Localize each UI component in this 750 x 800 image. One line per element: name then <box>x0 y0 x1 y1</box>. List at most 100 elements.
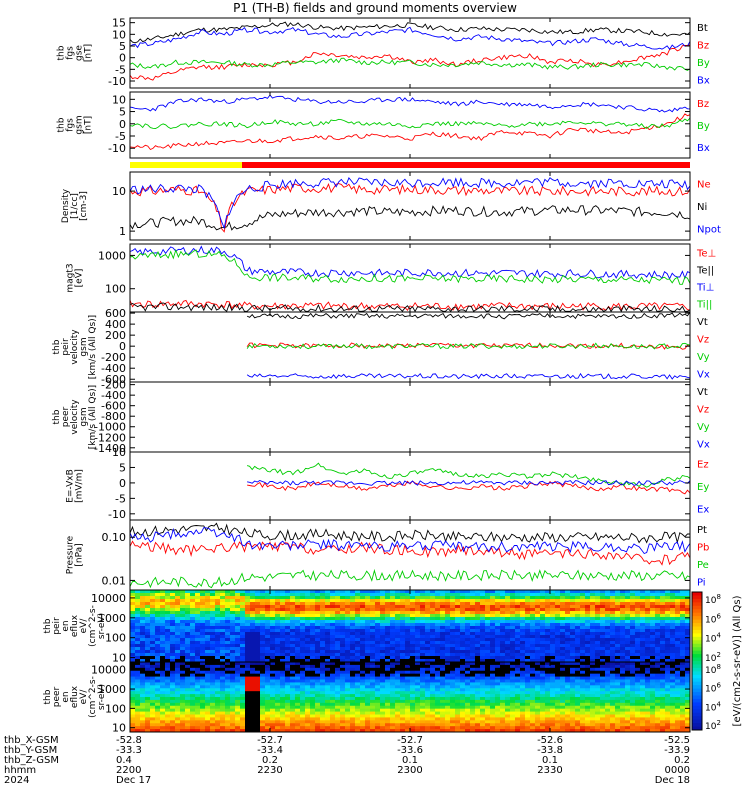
spectrogram-cell <box>660 653 666 657</box>
spectrogram-cell <box>450 599 456 603</box>
spectrogram-cell <box>590 611 596 615</box>
spectrogram-cell <box>470 676 476 680</box>
spectrogram-cell <box>455 711 461 715</box>
spectrogram-cell <box>650 605 656 609</box>
spectrogram-cell <box>160 638 166 642</box>
spectrogram-cell <box>595 638 601 642</box>
spectrogram-cell <box>300 711 306 715</box>
spectrogram-cell <box>465 673 471 677</box>
spectrogram-cell <box>390 682 396 686</box>
spectrogram-cell <box>515 667 521 672</box>
spectrogram-cell <box>410 697 416 701</box>
spectrogram-cell <box>305 647 311 651</box>
spectrogram-cell <box>605 605 611 609</box>
spectrogram-cell <box>585 650 591 654</box>
spectrogram-cell <box>440 694 446 698</box>
spectrogram-cell <box>395 593 401 597</box>
spectrogram-cell <box>380 688 386 692</box>
ylabel-line: thb <box>43 618 53 633</box>
spectrogram-cell <box>360 641 366 645</box>
spectrogram-cell <box>400 676 406 680</box>
spectrogram-cell <box>350 644 356 648</box>
spectrogram-cell <box>200 670 206 675</box>
spectrogram-cell <box>320 599 326 603</box>
spectrogram-cell <box>500 667 506 672</box>
spectrogram-cell <box>395 650 401 654</box>
spectrogram-cell <box>370 620 376 624</box>
spectrogram-cell <box>275 623 281 627</box>
spectrogram-cell <box>440 632 446 636</box>
spectrogram-cell <box>565 599 571 603</box>
spectrogram-cell <box>145 590 151 594</box>
spectrogram-cell <box>485 708 491 712</box>
spectrogram-cell <box>300 720 306 724</box>
spectrogram-cell <box>485 688 491 692</box>
spectrogram-cell <box>415 647 421 651</box>
spectrogram-cell <box>680 605 686 609</box>
spectrogram-cell <box>425 685 431 689</box>
spectrogram-cell <box>205 632 211 636</box>
spectrogram-cell <box>490 714 496 718</box>
spectrogram-cell <box>465 691 471 695</box>
spectrogram-cell <box>465 679 471 683</box>
spectrogram-cell <box>155 635 161 639</box>
spectrogram-cell <box>390 685 396 689</box>
spectrogram-cell <box>280 647 286 651</box>
spectrogram-cell <box>225 711 231 715</box>
spectrogram-cell <box>520 617 526 621</box>
spectrogram-cell <box>540 723 546 727</box>
spectrogram-cell <box>495 708 501 712</box>
spectrogram-cell <box>260 691 266 695</box>
spectrogram-cell <box>270 662 276 666</box>
spectrogram-cell <box>665 611 671 615</box>
spectrogram-cell <box>185 697 191 701</box>
spectrogram-cell <box>685 611 691 615</box>
spectrogram-cell <box>395 617 401 621</box>
spectrogram-cell <box>475 614 481 618</box>
spectrogram-cell <box>370 717 376 721</box>
spectrogram-cell <box>230 644 236 648</box>
spectrogram-cell <box>270 708 276 712</box>
spectrogram-cell <box>265 620 271 624</box>
spectrogram-cell <box>480 691 486 695</box>
spectrogram-cell <box>445 644 451 648</box>
spectrogram-cell <box>475 699 481 704</box>
spectrogram-cell <box>350 676 356 680</box>
spectrogram-cell <box>460 673 466 677</box>
spectrogram-cell <box>165 656 171 660</box>
spectrogram-cell <box>340 723 346 727</box>
spectrogram-cell <box>655 626 661 630</box>
spectrogram-cell <box>285 650 291 654</box>
spectrogram-cell <box>220 699 226 704</box>
spectrogram-cell <box>445 667 451 672</box>
spectrogram-cell <box>510 656 516 660</box>
spectrogram-cell <box>370 608 376 612</box>
spectrogram-cell <box>400 590 406 594</box>
spectrogram-cell <box>130 605 136 609</box>
spectrogram-cell <box>140 688 146 692</box>
spectrogram-cell <box>135 641 141 645</box>
spectrogram-cell <box>645 620 651 624</box>
spectrogram-cell <box>240 638 246 642</box>
spectrogram-cell <box>485 623 491 627</box>
spectrogram-cell <box>440 614 446 618</box>
spectrogram-cell <box>395 676 401 680</box>
spectrogram-cell <box>610 638 616 642</box>
spectrogram-cell <box>430 593 436 597</box>
spectrogram-cell <box>385 647 391 651</box>
spectrogram-cell <box>140 682 146 686</box>
spectrogram-cell <box>360 714 366 718</box>
spectrogram-cell <box>350 629 356 633</box>
spectrogram-cell <box>370 644 376 648</box>
spectrogram-cell <box>300 638 306 642</box>
ytick-label: 600 <box>105 307 126 320</box>
spectrogram-cell <box>445 638 451 642</box>
spectrogram-cell <box>515 632 521 636</box>
spectrogram-cell <box>195 647 201 651</box>
spectrogram-cell <box>295 605 301 609</box>
spectrogram-cell <box>375 726 381 730</box>
spectrogram-cell <box>335 647 341 651</box>
spectrogram-cell <box>245 614 251 618</box>
spectrogram-cell <box>315 673 321 677</box>
spectrogram-cell <box>415 720 421 724</box>
